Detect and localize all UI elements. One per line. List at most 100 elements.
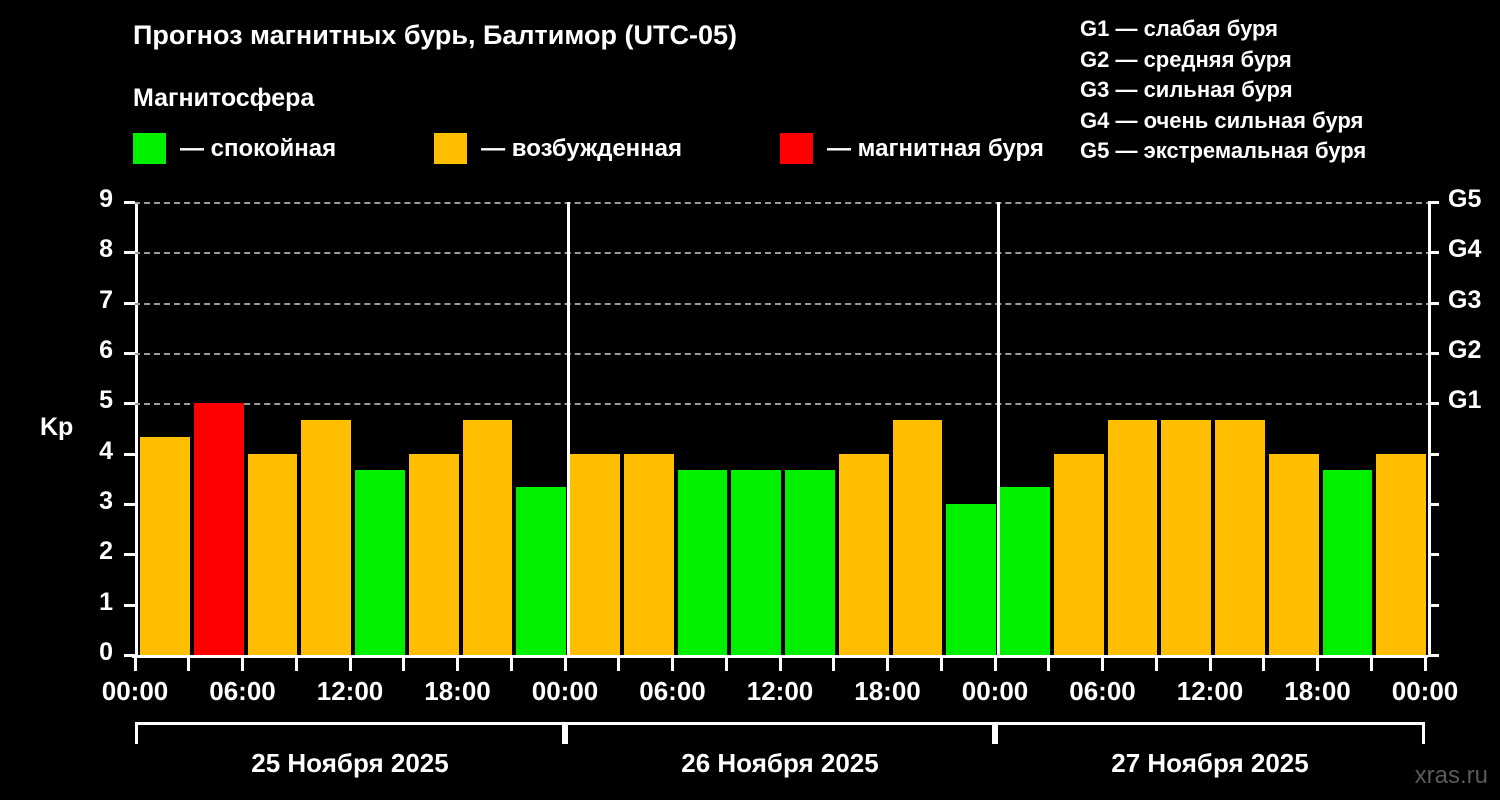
y-tick-label-8: 8: [99, 235, 113, 264]
day-label-2: 26 Ноября 2025: [681, 748, 879, 778]
x-tick-23: [1369, 658, 1373, 671]
y-tick-9: [124, 201, 135, 204]
day-separator-2: [996, 202, 1000, 655]
y-tick-label-2: 2: [99, 537, 113, 566]
x-tick-7: [509, 658, 513, 671]
g-tick-label-G2: G2: [1448, 336, 1482, 364]
y-tick-label-4: 4: [99, 436, 113, 465]
y-axis-title: Kp: [40, 413, 74, 441]
g-tick-G3: [1428, 301, 1439, 305]
day-bracket-left: [135, 722, 138, 744]
bar-1[interactable]: [193, 403, 244, 655]
gridline-kp-8: [134, 252, 1432, 255]
y-tick-label-1: 1: [99, 587, 113, 616]
g-tick-G2: [1428, 352, 1439, 355]
bar-14[interactable]: [892, 419, 943, 655]
bar-0[interactable]: [140, 437, 190, 655]
y-tick-2: [124, 553, 135, 557]
x-tick-8: [563, 658, 567, 671]
bar-3[interactable]: [301, 419, 351, 655]
legend-label-unsettled: — возбужденная: [481, 134, 683, 162]
g-tick-G4: [1428, 251, 1439, 255]
bar-11[interactable]: [731, 470, 781, 655]
bar-17[interactable]: [1053, 453, 1104, 655]
day-bracket-1: [135, 722, 565, 744]
x-tick-9: [617, 658, 621, 671]
bar-12[interactable]: [785, 470, 835, 655]
day-bracket-right: [1422, 722, 1425, 744]
x-tick-label-6: 12:00: [746, 676, 814, 706]
y-tick-8: [124, 251, 135, 255]
x-tick-10: [671, 658, 674, 671]
gridline-kp-5: [134, 403, 1432, 406]
gridline-kp-6: [134, 353, 1432, 355]
x-tick-label-11: 18:00: [1284, 676, 1351, 706]
bar-18[interactable]: [1107, 419, 1158, 655]
legend-item-quiet: — спокойная: [133, 133, 336, 164]
g-scale-g1: G1 — слабая буря: [1080, 16, 1279, 41]
g-tick-G1: [1428, 402, 1439, 406]
bar-6[interactable]: [462, 419, 513, 655]
bar-23[interactable]: [1376, 453, 1426, 655]
x-tick-label-7: 18:00: [854, 676, 921, 706]
x-tick-label-8: 00:00: [961, 676, 1029, 706]
plot-inner: [134, 202, 1432, 655]
x-tick-12: [778, 658, 782, 671]
gridline-kp-7: [134, 302, 1432, 305]
y-tick-label-6: 6: [99, 336, 113, 364]
x-tick-21: [1262, 658, 1266, 671]
legend-label-quiet: — спокойная: [180, 134, 337, 162]
x-tick-6: [456, 658, 459, 671]
g-tick-G5: [1428, 201, 1439, 204]
y-tick-6: [124, 352, 135, 355]
g-scale-g4: G4 — очень сильная буря: [1080, 107, 1364, 133]
g-minor-tick-3: [1428, 503, 1439, 506]
bar-10[interactable]: [677, 470, 728, 655]
legend-swatch-red-icon: [780, 133, 814, 164]
watermark: xras.ru: [1414, 762, 1488, 789]
g-minor-tick-4: [1428, 452, 1439, 456]
bar-5[interactable]: [408, 453, 459, 655]
x-tick-0: [133, 658, 137, 671]
x-tick-22: [1316, 658, 1319, 671]
y-tick-label-9: 9: [99, 185, 113, 213]
day-bracket-top: [565, 722, 995, 725]
bar-21[interactable]: [1268, 453, 1319, 655]
legend-swatch-green-icon: [133, 133, 166, 164]
bar-2[interactable]: [247, 453, 298, 655]
x-tick-19: [1154, 658, 1158, 671]
legend-label-storm: — магнитная буря: [827, 134, 1044, 162]
y-tick-label-0: 0: [99, 638, 113, 666]
bar-8[interactable]: [570, 453, 620, 655]
x-tick-label-9: 06:00: [1069, 676, 1136, 706]
bar-16[interactable]: [1000, 487, 1050, 655]
day-bracket-left: [995, 722, 998, 744]
y-tick-5: [124, 402, 135, 406]
bar-22[interactable]: [1322, 470, 1373, 655]
day-bracket-top: [995, 722, 1425, 725]
day-bracket-left: [565, 722, 568, 744]
day-bracket-2: [565, 722, 995, 744]
x-tick-label-4: 00:00: [531, 676, 599, 706]
bar-20[interactable]: [1215, 419, 1265, 655]
x-tick-label-1: 06:00: [209, 676, 276, 706]
y-tick-label-5: 5: [99, 386, 113, 415]
x-tick-16: [993, 658, 997, 671]
day-label-3: 27 Ноября 2025: [1111, 748, 1309, 778]
x-tick-11: [724, 658, 728, 671]
bar-13[interactable]: [838, 453, 889, 655]
day-separator-1: [566, 202, 570, 655]
plot-area: [134, 202, 1432, 655]
x-tick-14: [886, 658, 889, 671]
x-tick-2: [241, 658, 244, 671]
gridline-kp-9: [134, 202, 1432, 204]
g-tick-label-G4: G4: [1448, 235, 1482, 264]
bar-19[interactable]: [1161, 419, 1211, 655]
g-minor-tick-2: [1428, 553, 1439, 557]
bar-7[interactable]: [516, 487, 566, 655]
bar-4[interactable]: [355, 470, 405, 655]
x-tick-label-3: 18:00: [424, 676, 491, 706]
bar-15[interactable]: [946, 504, 996, 655]
bar-9[interactable]: [623, 453, 674, 655]
